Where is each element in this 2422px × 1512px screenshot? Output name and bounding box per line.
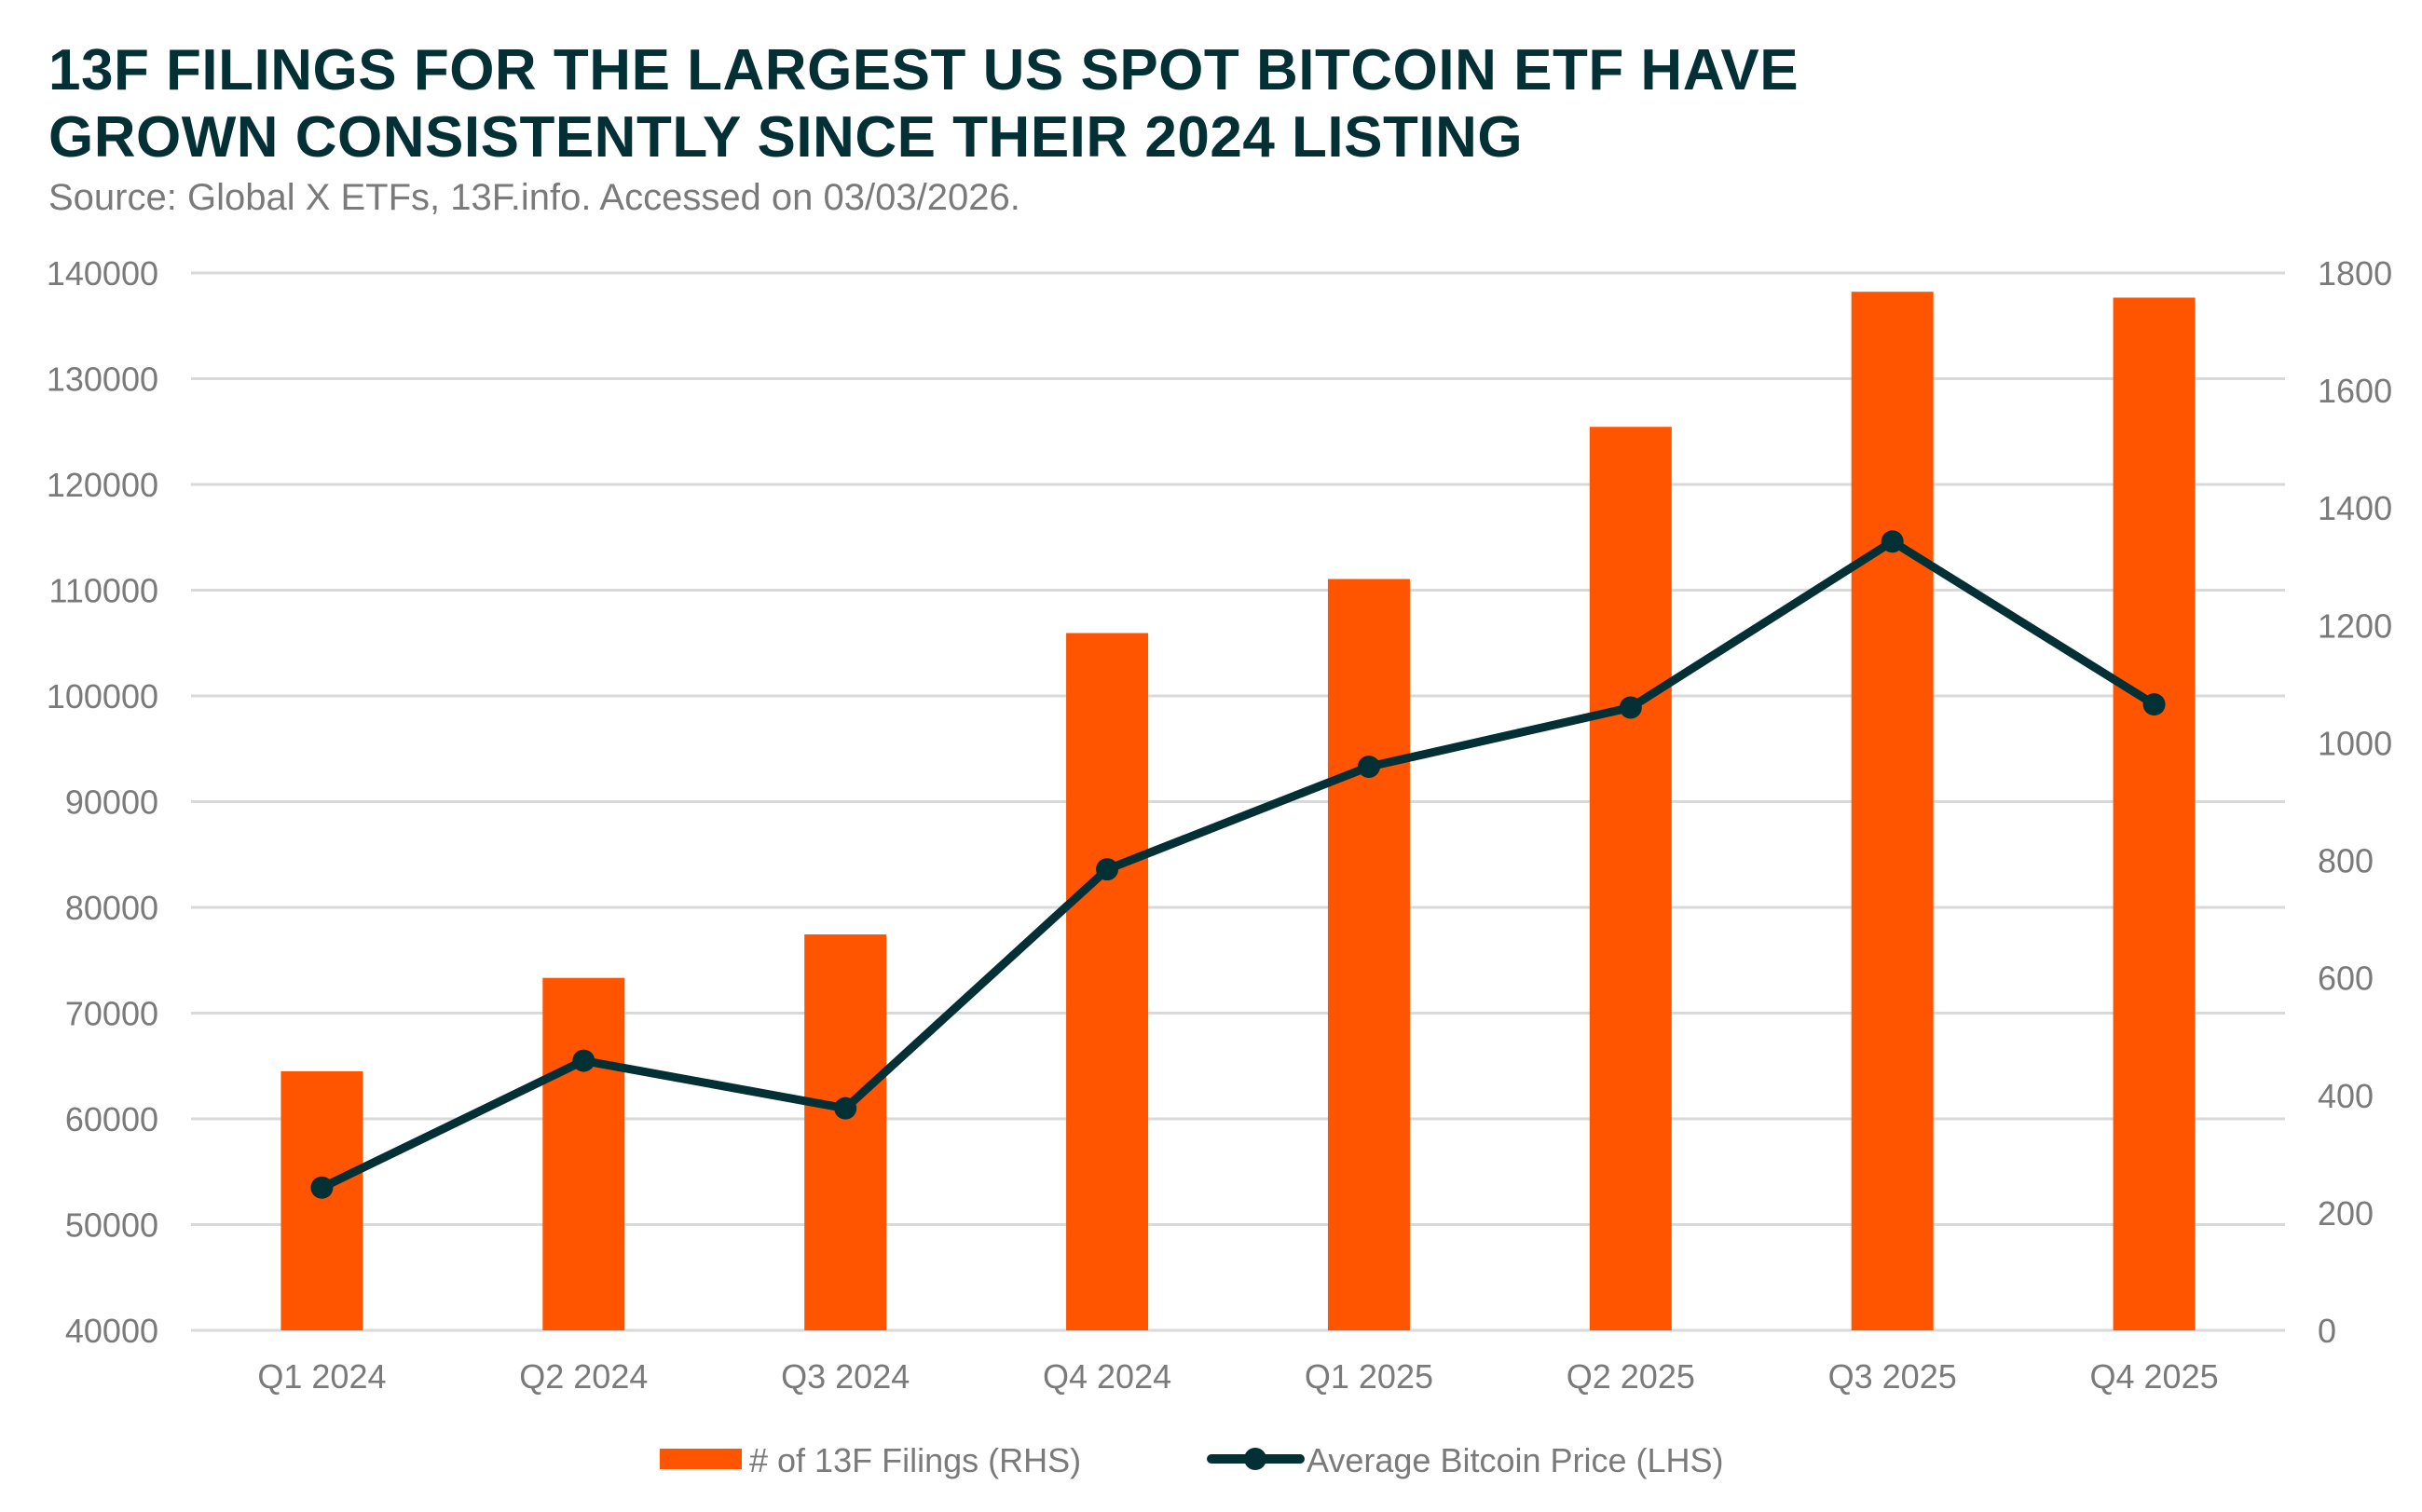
x-axis-tick-label: Q4 2024 [1043, 1357, 1171, 1396]
price-point [2142, 693, 2166, 716]
bar-q1-2025 [1327, 579, 1410, 1330]
left-axis-tick-label: 110000 [49, 572, 158, 610]
left-axis-tick-label: 100000 [47, 677, 158, 715]
bar-q3-2025 [1851, 292, 1934, 1331]
bar-q2-2024 [542, 977, 625, 1330]
left-axis-tick-label: 60000 [65, 1100, 158, 1138]
right-axis-tick-label: 1000 [2318, 724, 2392, 762]
x-axis-tick-label: Q3 2025 [1828, 1357, 1957, 1396]
x-axis-tick-label: Q1 2024 [257, 1357, 386, 1396]
price-point [1357, 756, 1380, 779]
left-axis-tick-label: 80000 [65, 889, 158, 927]
left-axis-tick-label: 70000 [65, 995, 158, 1033]
price-point [572, 1049, 595, 1072]
price-point [1096, 858, 1119, 881]
left-axis-tick-label: 50000 [65, 1206, 158, 1245]
x-axis-tick-label: Q3 2024 [781, 1357, 910, 1396]
legend-label-price: Average Bitcoin Price (LHS) [1307, 1441, 1724, 1479]
right-axis-tick-label: 800 [2318, 842, 2374, 880]
left-axis-tick-label: 40000 [65, 1312, 158, 1350]
bar-q4-2025 [2113, 297, 2196, 1330]
bar-q4-2024 [1066, 633, 1149, 1330]
legend-bar-swatch [660, 1449, 742, 1469]
left-axis-tick-label: 140000 [47, 254, 158, 293]
right-axis-tick-label: 200 [2318, 1194, 2374, 1233]
right-axis-tick-label: 1600 [2318, 372, 2392, 410]
price-point [310, 1176, 334, 1199]
legend-line-marker [1244, 1448, 1266, 1470]
bar-q1-2024 [281, 1070, 363, 1330]
x-axis-tick-label: Q2 2025 [1567, 1357, 1695, 1396]
chart-title: 13F FILINGS FOR THE LARGEST US SPOT BITC… [48, 37, 1799, 171]
right-axis-tick-label: 1800 [2318, 254, 2392, 293]
right-axis-tick-label: 600 [2318, 960, 2374, 998]
bar-q3-2024 [804, 934, 887, 1330]
bar-q2-2025 [1589, 427, 1672, 1330]
x-axis-tick-label: Q1 2025 [1305, 1357, 1433, 1396]
x-axis-tick-label: Q4 2025 [2090, 1357, 2219, 1396]
title-line-1: 13F FILINGS FOR THE LARGEST US SPOT BITC… [48, 38, 1799, 102]
title-line-2: GROWN CONSISTENTLY SINCE THEIR 2024 LIST… [48, 105, 1524, 170]
left-axis-tick-label: 120000 [47, 466, 158, 504]
right-axis-tick-label: 1400 [2318, 489, 2392, 527]
legend-label-filings: # of 13F Filings (RHS) [749, 1441, 1081, 1479]
right-axis-tick-label: 0 [2318, 1312, 2336, 1350]
x-axis-tick-label: Q2 2024 [519, 1357, 648, 1396]
chart-subtitle: Source: Global X ETFs, 13F.info. Accesse… [48, 177, 1020, 218]
left-axis-tick-label: 90000 [65, 783, 158, 822]
price-point [1881, 530, 1904, 553]
price-line [320, 537, 2156, 1192]
price-point [834, 1097, 857, 1120]
right-axis-tick-label: 1200 [2318, 606, 2392, 645]
left-axis-tick-label: 130000 [47, 361, 158, 399]
price-point [1619, 696, 1642, 719]
right-axis-tick-label: 400 [2318, 1077, 2374, 1115]
